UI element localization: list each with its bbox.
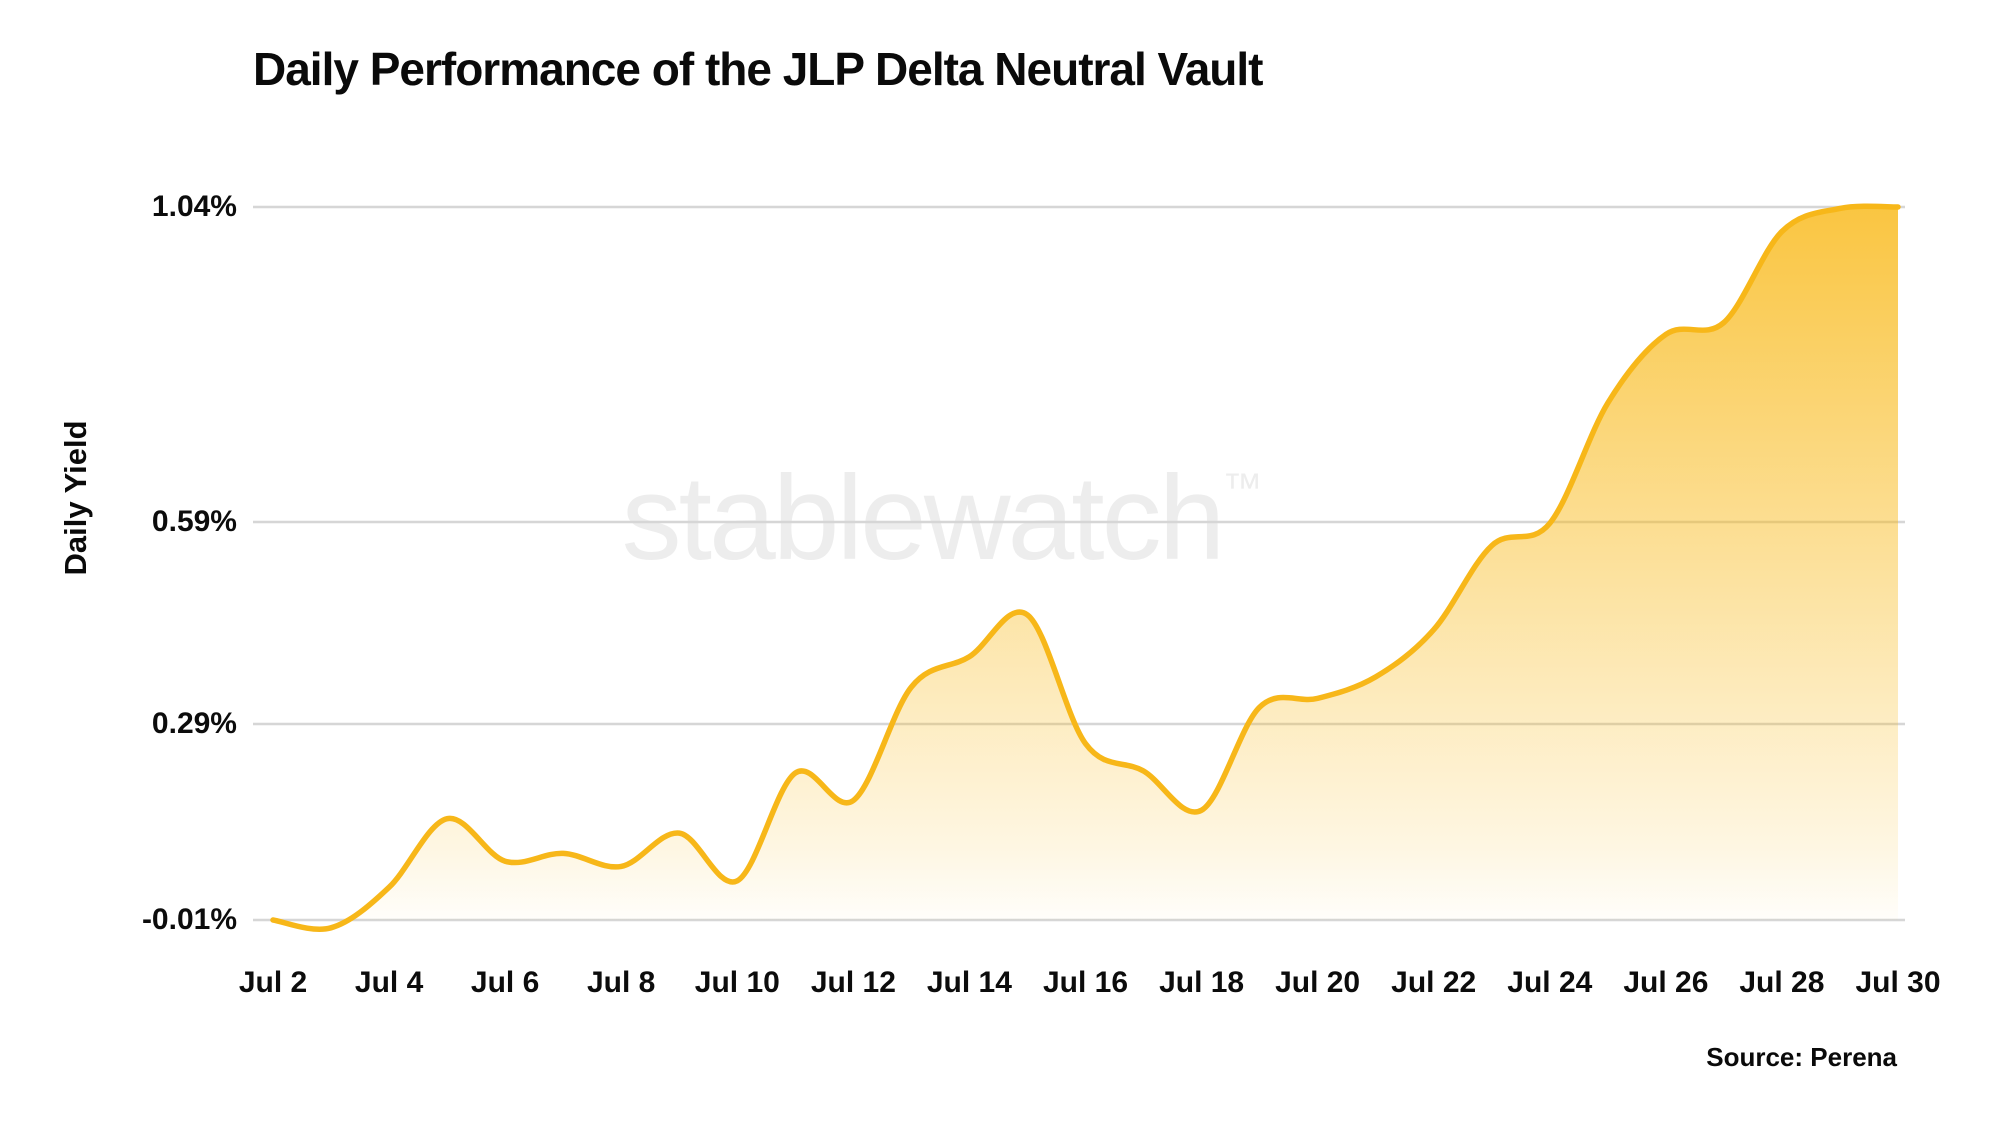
- x-axis-tick-label: Jul 30: [1855, 966, 1941, 999]
- x-axis-tick-label: Jul 8: [587, 966, 656, 999]
- source-note: Source: Perena: [1706, 1042, 1897, 1072]
- x-axis-tick-label: Jul 26: [1623, 966, 1709, 999]
- x-axis-tick-label: Jul 28: [1739, 966, 1825, 999]
- x-axis-tick-label: Jul 22: [1391, 966, 1477, 999]
- y-axis-tick-label: 0.59%: [151, 505, 237, 538]
- y-axis-tick-label: 0.29%: [151, 707, 237, 740]
- x-axis-tick-label: Jul 18: [1159, 966, 1245, 999]
- x-axis-tick-label: Jul 6: [470, 966, 540, 999]
- trend-line: [270, 203, 1901, 932]
- y-axis-title: Daily Yield: [58, 420, 93, 576]
- x-axis-tick-label: Jul 4: [354, 966, 424, 999]
- area-fill: [273, 206, 1898, 920]
- x-axis-tick-label: Jul 12: [810, 966, 896, 999]
- y-axis-tick-label: -0.01%: [141, 903, 237, 936]
- x-axis-tick-label: Jul 20: [1275, 966, 1361, 999]
- watermark: stablewatch™: [622, 449, 1263, 587]
- chart-title: Daily Performance of the JLP Delta Neutr…: [253, 43, 1263, 95]
- y-axis-tick-label: 1.04%: [151, 190, 237, 223]
- x-axis-tick-label: Jul 16: [1042, 966, 1129, 999]
- x-axis-tick-label: Jul 14: [926, 966, 1012, 999]
- x-axis-tick-label: Jul 24: [1507, 966, 1593, 999]
- trademark-symbol: ™: [1222, 466, 1263, 510]
- x-axis-tick-label: Jul 2: [238, 966, 308, 999]
- watermark-text: stablewatch: [621, 451, 1226, 585]
- x-axis-tick-label: Jul 10: [694, 966, 780, 999]
